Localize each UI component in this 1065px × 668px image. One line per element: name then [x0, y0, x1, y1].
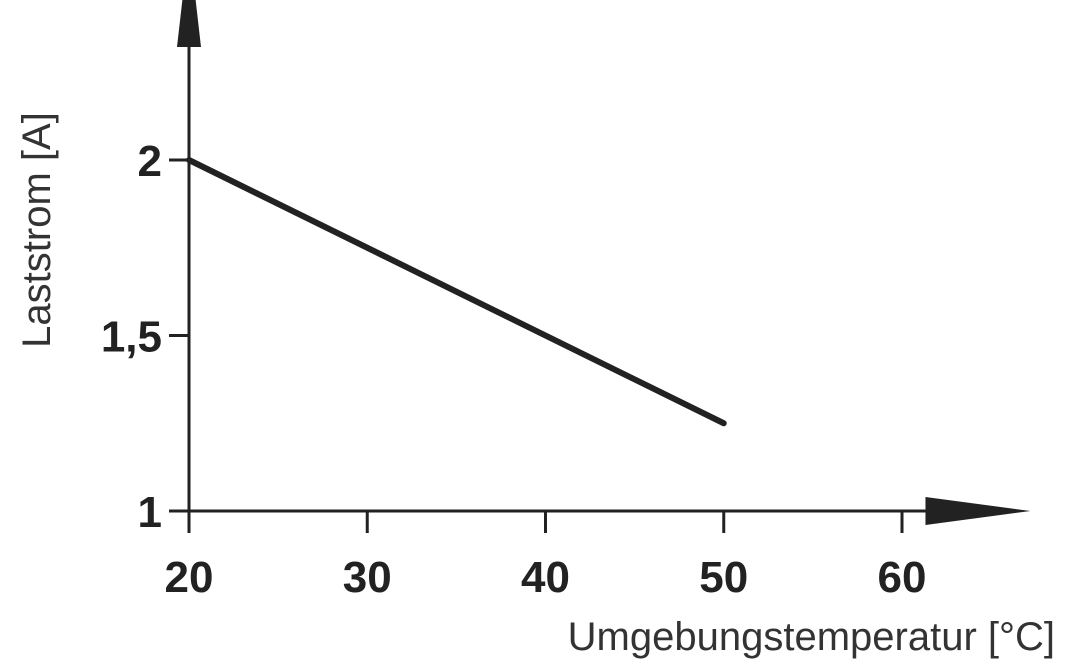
x-ticks: 20 30 40 50 60	[165, 511, 927, 602]
series-layer	[186, 157, 727, 427]
x-axis: 20 30 40 50 60	[165, 497, 1031, 602]
x-tick-label: 60	[878, 553, 927, 602]
y-tick-label: 2	[138, 137, 162, 186]
y-tick-label: 1	[138, 488, 162, 537]
x-tick-label: 20	[165, 553, 214, 602]
y-axis: 11,52	[101, 0, 201, 537]
series-line	[186, 157, 727, 427]
x-tick-label: 50	[699, 553, 748, 602]
x-axis-title: Umgebungstemperatur [°C]	[568, 615, 1055, 659]
y-axis-arrowhead	[177, 0, 201, 48]
y-axis-title: Laststrom [A]	[15, 112, 59, 348]
x-axis-arrowhead	[925, 497, 1031, 525]
x-tick-label: 30	[343, 553, 392, 602]
y-ticks: 11,52	[101, 137, 189, 537]
y-tick-label: 1,5	[101, 313, 162, 362]
x-tick-label: 40	[521, 553, 570, 602]
